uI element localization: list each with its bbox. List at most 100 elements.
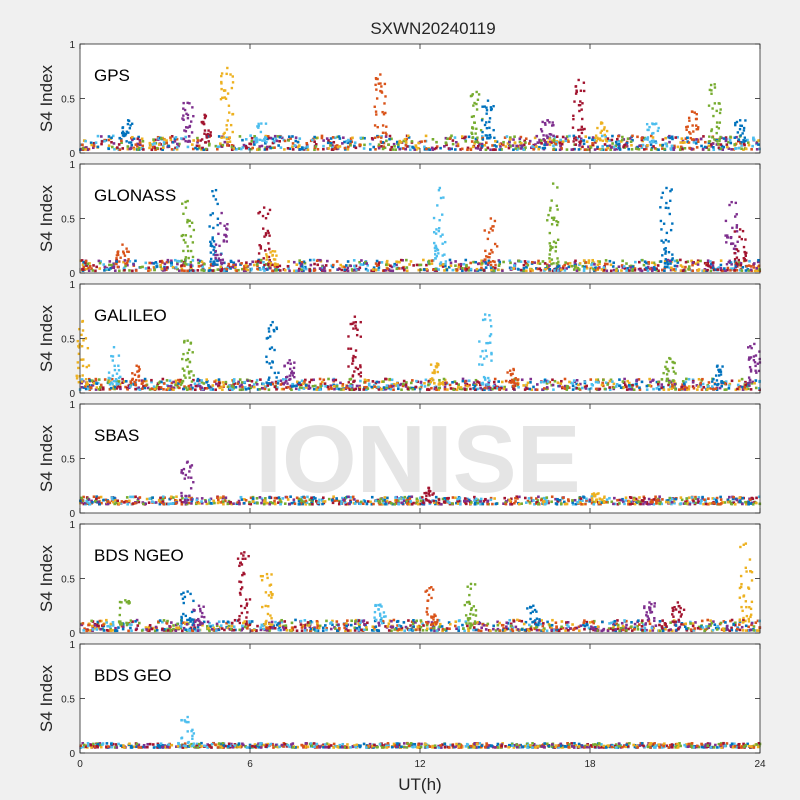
spike-point bbox=[665, 373, 669, 376]
data-point bbox=[228, 384, 231, 387]
data-point bbox=[251, 260, 254, 264]
spike-peak-point bbox=[186, 199, 189, 203]
data-point bbox=[170, 148, 174, 151]
data-point bbox=[361, 263, 365, 267]
data-point bbox=[174, 146, 177, 150]
data-point bbox=[161, 148, 164, 152]
data-point bbox=[418, 140, 422, 144]
data-point bbox=[644, 500, 647, 504]
spike-point bbox=[291, 374, 294, 377]
spike-point bbox=[432, 231, 436, 234]
spike-point bbox=[689, 132, 692, 135]
data-point bbox=[153, 142, 156, 145]
data-point bbox=[208, 502, 211, 505]
data-point bbox=[171, 140, 175, 144]
data-point bbox=[590, 501, 594, 505]
spike-point bbox=[349, 347, 353, 350]
spike-peak-point bbox=[271, 320, 274, 324]
data-point bbox=[489, 267, 493, 270]
spike-point bbox=[186, 498, 190, 502]
data-point bbox=[465, 387, 468, 391]
data-point bbox=[173, 258, 177, 262]
spike-point bbox=[270, 346, 274, 349]
data-point bbox=[479, 148, 482, 152]
data-point bbox=[729, 261, 732, 264]
data-point bbox=[567, 499, 570, 503]
data-point bbox=[286, 264, 290, 268]
data-point bbox=[451, 502, 454, 505]
data-point bbox=[91, 269, 95, 272]
data-point bbox=[639, 500, 642, 504]
data-point bbox=[220, 268, 224, 271]
data-point bbox=[274, 138, 278, 141]
data-point bbox=[434, 502, 437, 506]
spike-point bbox=[212, 253, 215, 256]
data-point bbox=[126, 502, 129, 506]
data-point bbox=[668, 136, 672, 140]
data-point bbox=[197, 265, 201, 268]
data-point bbox=[200, 381, 204, 384]
data-point bbox=[755, 147, 759, 151]
data-point bbox=[656, 264, 660, 267]
data-point bbox=[535, 502, 538, 505]
data-point bbox=[229, 267, 232, 270]
spike-point bbox=[375, 113, 378, 116]
spike-point bbox=[489, 136, 492, 139]
spike-point bbox=[441, 380, 445, 384]
data-point bbox=[550, 495, 554, 499]
spike-point bbox=[671, 253, 674, 256]
data-point bbox=[648, 267, 652, 271]
data-point bbox=[566, 262, 570, 265]
data-point bbox=[225, 267, 229, 271]
data-point bbox=[568, 134, 571, 138]
spike-point bbox=[596, 126, 599, 130]
data-point bbox=[333, 387, 336, 391]
data-point bbox=[263, 269, 266, 272]
data-point bbox=[405, 269, 409, 273]
data-point bbox=[281, 378, 285, 381]
spike-point bbox=[222, 136, 226, 139]
data-point bbox=[288, 502, 292, 506]
spike-point bbox=[735, 224, 739, 227]
data-point bbox=[298, 144, 301, 147]
spike-point bbox=[347, 347, 350, 350]
data-point bbox=[684, 500, 687, 504]
spike-point bbox=[711, 380, 714, 383]
spike-point bbox=[218, 259, 221, 262]
spike-point bbox=[556, 208, 559, 211]
data-point bbox=[555, 135, 559, 138]
spike-point bbox=[690, 138, 694, 141]
data-point bbox=[344, 146, 348, 150]
spike-point bbox=[548, 253, 551, 256]
data-point bbox=[340, 499, 343, 503]
data-point bbox=[165, 139, 168, 142]
data-point bbox=[493, 144, 497, 147]
spike-point bbox=[717, 368, 720, 372]
spike-point bbox=[189, 260, 193, 264]
data-point bbox=[308, 258, 312, 262]
data-point bbox=[462, 262, 466, 266]
spike-point bbox=[578, 109, 581, 113]
data-point bbox=[473, 500, 477, 504]
data-point bbox=[660, 378, 664, 381]
data-point bbox=[263, 501, 266, 504]
data-point bbox=[596, 268, 599, 271]
data-point bbox=[640, 380, 644, 384]
spike-point bbox=[476, 141, 480, 144]
spike-point bbox=[581, 128, 585, 131]
data-point bbox=[667, 388, 670, 391]
data-point bbox=[308, 498, 312, 502]
data-point bbox=[610, 138, 614, 142]
spike-point bbox=[474, 132, 477, 135]
data-point bbox=[274, 136, 277, 139]
spike-point bbox=[217, 257, 221, 260]
data-point bbox=[170, 381, 174, 385]
data-point bbox=[680, 137, 684, 140]
spike-point bbox=[181, 202, 184, 205]
spike-point bbox=[211, 238, 214, 241]
data-point bbox=[536, 267, 540, 271]
data-point bbox=[575, 382, 578, 386]
data-point bbox=[443, 145, 446, 148]
data-point bbox=[404, 144, 408, 147]
